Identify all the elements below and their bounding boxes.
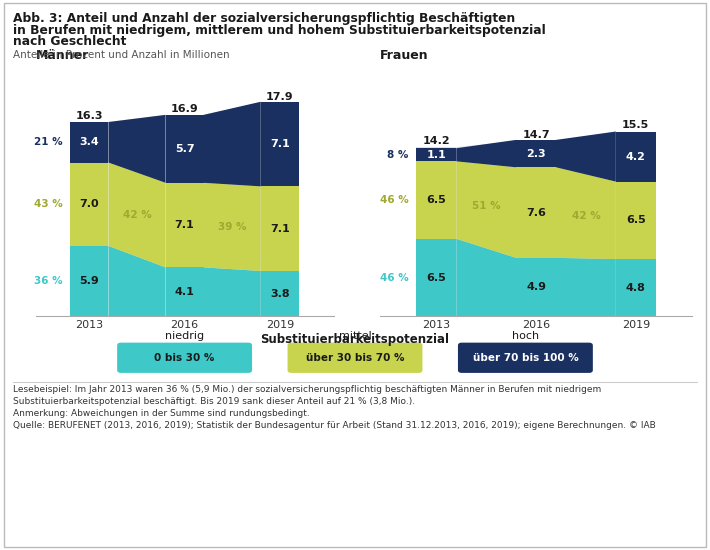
Text: 7.1: 7.1 <box>270 224 290 234</box>
Polygon shape <box>457 140 516 167</box>
Text: Anmerkung: Abweichungen in der Summe sind rundungsbedingt.: Anmerkung: Abweichungen in der Summe sin… <box>13 409 310 418</box>
Text: 43 %: 43 % <box>34 199 62 209</box>
Bar <box>70 122 109 163</box>
Text: Männer: Männer <box>36 49 89 62</box>
Bar <box>616 131 656 316</box>
Bar <box>516 167 556 258</box>
Polygon shape <box>109 115 165 316</box>
Text: 3.4: 3.4 <box>80 138 99 147</box>
Polygon shape <box>109 246 165 316</box>
Text: 51 %: 51 % <box>472 201 501 211</box>
Text: 33 %: 33 % <box>472 277 501 287</box>
Text: 4.2: 4.2 <box>626 152 645 162</box>
Text: 8 %: 8 % <box>387 150 408 160</box>
Text: 7.1: 7.1 <box>175 220 195 230</box>
Text: 7.0: 7.0 <box>80 199 99 209</box>
Text: 6.5: 6.5 <box>427 272 446 283</box>
Text: 7.1: 7.1 <box>270 139 290 149</box>
Text: 46 %: 46 % <box>380 195 408 205</box>
Text: 15.5: 15.5 <box>622 120 650 130</box>
Text: 27 %: 27 % <box>572 150 600 160</box>
Polygon shape <box>204 102 261 186</box>
Text: 17.9: 17.9 <box>266 92 293 102</box>
Text: 0 bis 30 %: 0 bis 30 % <box>154 353 215 363</box>
Text: 5.9: 5.9 <box>80 276 99 286</box>
Polygon shape <box>556 131 616 316</box>
Text: 34 %: 34 % <box>123 141 151 151</box>
Text: über 30 bis 70 %: über 30 bis 70 % <box>306 353 404 363</box>
Bar <box>261 103 299 316</box>
Text: Lesebeispiel: Im Jahr 2013 waren 36 % (5,9 Mio.) der sozialversicherungspflichti: Lesebeispiel: Im Jahr 2013 waren 36 % (5… <box>13 385 601 394</box>
Bar <box>516 140 556 167</box>
Bar <box>70 163 109 246</box>
Text: 36 %: 36 % <box>34 276 62 286</box>
Bar <box>165 267 204 316</box>
Bar <box>416 148 457 161</box>
Bar <box>416 239 457 316</box>
Text: Substituierbarkeitspotenzial: Substituierbarkeitspotenzial <box>261 333 449 346</box>
Text: 14.2: 14.2 <box>422 136 450 146</box>
Bar <box>261 271 299 316</box>
Text: über 70 bis 100 %: über 70 bis 100 % <box>473 353 578 363</box>
Polygon shape <box>204 267 261 316</box>
Polygon shape <box>204 103 261 316</box>
Text: 31 %: 31 % <box>572 282 600 293</box>
Text: 21 %: 21 % <box>218 288 246 298</box>
Bar <box>70 122 109 316</box>
Bar <box>416 161 457 239</box>
Text: nach Geschlecht: nach Geschlecht <box>13 35 126 48</box>
Text: 42 %: 42 % <box>123 210 151 219</box>
Text: mittel: mittel <box>339 331 371 341</box>
Bar <box>261 186 299 271</box>
Text: 7.6: 7.6 <box>526 207 546 218</box>
Text: 39 %: 39 % <box>218 222 246 232</box>
Text: 3.8: 3.8 <box>270 289 290 299</box>
Text: 4.1: 4.1 <box>175 287 195 297</box>
Text: 1.1: 1.1 <box>427 150 446 160</box>
Text: Abb. 3: Anteil und Anzahl der sozialversicherungspflichtig Beschäftigten: Abb. 3: Anteil und Anzahl der sozialvers… <box>13 12 515 25</box>
Bar <box>165 115 204 316</box>
Text: 46 %: 46 % <box>380 272 408 283</box>
Text: Substituierbarkeitspotenzial beschäftigt. Bis 2019 sank dieser Anteil auf 21 % (: Substituierbarkeitspotenzial beschäftigt… <box>13 397 415 406</box>
Polygon shape <box>109 115 165 183</box>
Bar <box>616 182 656 259</box>
Polygon shape <box>457 239 516 316</box>
Text: niedrig: niedrig <box>165 331 204 341</box>
Bar <box>165 115 204 183</box>
Text: Frauen: Frauen <box>380 49 428 62</box>
Bar <box>616 131 656 182</box>
Bar <box>516 141 556 316</box>
Text: Quelle: BERUFENET (2013, 2016, 2019); Statistik der Bundesagentur für Arbeit (St: Quelle: BERUFENET (2013, 2016, 2019); St… <box>13 421 655 430</box>
Bar <box>70 246 109 316</box>
Text: 40 %: 40 % <box>218 141 246 151</box>
Text: 6.5: 6.5 <box>427 195 446 205</box>
Text: in Berufen mit niedrigem, mittlerem und hohem Substituierbarkeitspotenzial: in Berufen mit niedrigem, mittlerem und … <box>13 24 545 37</box>
Bar <box>616 259 656 316</box>
Text: 4.8: 4.8 <box>626 283 645 293</box>
Polygon shape <box>556 258 616 316</box>
Text: 2.3: 2.3 <box>526 148 546 158</box>
Text: 6.5: 6.5 <box>626 215 645 226</box>
Text: 4.9: 4.9 <box>526 282 546 292</box>
Text: 14.7: 14.7 <box>523 130 550 140</box>
Text: Anteile in Prozent und Anzahl in Millionen: Anteile in Prozent und Anzahl in Million… <box>13 50 229 59</box>
Text: 16.3: 16.3 <box>76 111 103 121</box>
Polygon shape <box>204 183 261 271</box>
Text: 24 %: 24 % <box>123 282 151 292</box>
Text: 16.9: 16.9 <box>170 103 199 114</box>
Polygon shape <box>556 167 616 259</box>
Polygon shape <box>109 163 165 267</box>
Text: hoch: hoch <box>512 331 539 341</box>
Polygon shape <box>457 141 516 316</box>
Polygon shape <box>457 161 516 258</box>
Text: 21 %: 21 % <box>34 138 62 147</box>
Text: 5.7: 5.7 <box>175 144 195 154</box>
Bar <box>516 258 556 316</box>
Polygon shape <box>556 131 616 182</box>
Text: 42 %: 42 % <box>572 211 600 222</box>
Text: 15 %: 15 % <box>472 149 501 159</box>
Bar <box>261 102 299 186</box>
Bar <box>165 183 204 267</box>
Bar <box>416 147 457 316</box>
